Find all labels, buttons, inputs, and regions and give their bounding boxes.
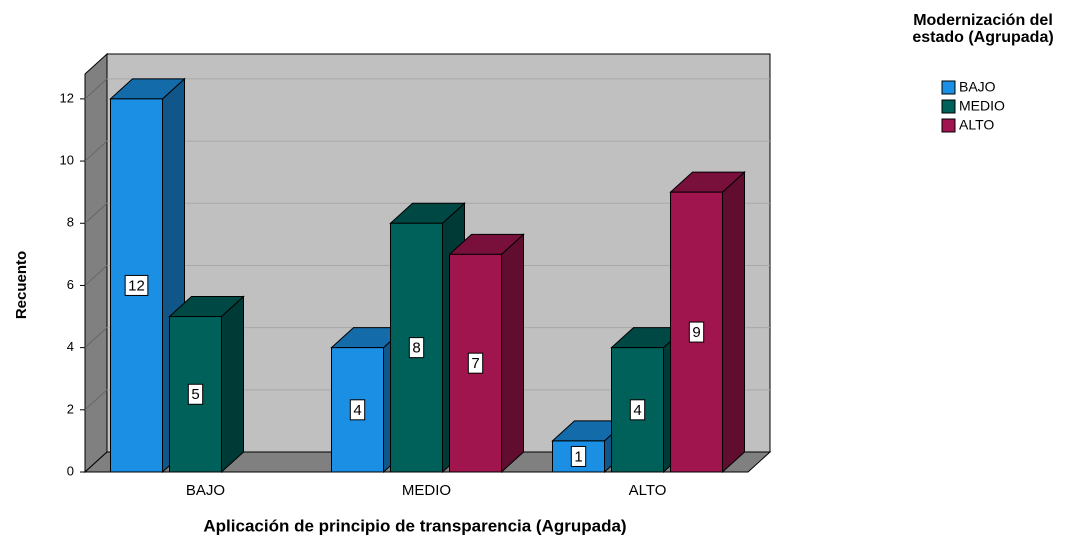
y-axis-label: Recuento [13, 251, 30, 319]
grid-line [84, 140, 108, 162]
bar-side [722, 171, 745, 474]
y-tick-label: 4 [67, 339, 74, 354]
x-tick-label: BAJO [186, 482, 225, 499]
x-axis-label: Aplicación de principio de transparencia… [203, 516, 626, 535]
legend-label: MEDIO [959, 98, 1005, 114]
y-tick-label: 12 [60, 90, 74, 105]
grid-line [84, 389, 108, 411]
left-wall [84, 52, 108, 474]
data-label: 12 [128, 277, 145, 294]
y-tick-label: 2 [67, 401, 74, 416]
x-tick-label: ALTO [629, 482, 667, 499]
data-label: 8 [412, 340, 420, 357]
data-label: 5 [191, 386, 199, 403]
legend-label: ALTO [959, 117, 994, 133]
data-label: 4 [353, 402, 361, 419]
data-label-box [629, 399, 646, 421]
grid-line [84, 265, 108, 286]
data-label: 9 [692, 324, 700, 341]
legend-title: Modernización del estado (Agrupada) [912, 12, 1054, 46]
legend-swatch [941, 118, 956, 133]
data-label: 4 [633, 402, 641, 419]
data-label: 7 [471, 355, 479, 372]
data-label-box [349, 399, 366, 421]
y-tick-label: 0 [67, 463, 74, 478]
y-tick-label: 8 [67, 215, 74, 230]
grid-line [84, 202, 108, 224]
grid-line [84, 78, 108, 100]
legend-label: BAJO [959, 79, 996, 95]
x-tick-label: MEDIO [402, 482, 451, 499]
legend-swatch [941, 80, 956, 95]
y-tick-label: 10 [60, 153, 74, 168]
legend-swatch [941, 99, 956, 114]
data-label-box [570, 445, 587, 467]
data-label: 1 [574, 448, 582, 465]
bar-side [221, 295, 244, 474]
data-label-box [408, 337, 425, 359]
data-label-box [688, 321, 705, 343]
data-label-box [187, 383, 204, 405]
y-tick-label: 6 [67, 277, 74, 292]
data-label-box [467, 352, 484, 374]
grid-line [84, 327, 108, 348]
data-label-box [124, 274, 149, 296]
bar-side [501, 233, 524, 474]
